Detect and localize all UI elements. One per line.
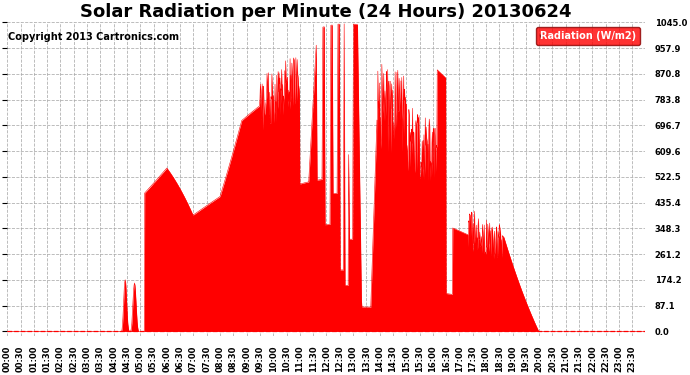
Title: Solar Radiation per Minute (24 Hours) 20130624: Solar Radiation per Minute (24 Hours) 20… [81,3,572,21]
Legend: Radiation (W/m2): Radiation (W/m2) [536,27,640,45]
Text: Copyright 2013 Cartronics.com: Copyright 2013 Cartronics.com [8,32,179,42]
